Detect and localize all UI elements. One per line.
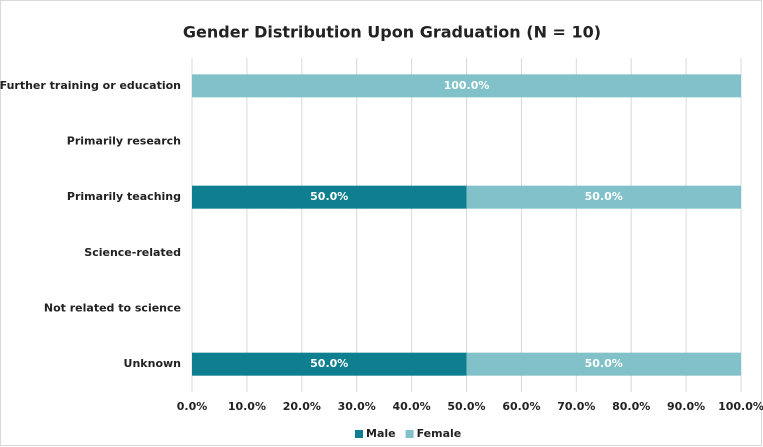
x-tick-label: 90.0% <box>667 400 705 413</box>
bar-segment <box>466 185 741 209</box>
bar-segment <box>466 352 741 376</box>
x-tick-label: 70.0% <box>557 400 595 413</box>
bar-segment <box>192 352 467 376</box>
legend-swatch <box>355 430 363 438</box>
legend-swatch <box>405 430 414 438</box>
y-tick-label: Primarily research <box>67 135 181 148</box>
x-tick-label: 0.0% <box>177 400 208 413</box>
x-tick-label: 30.0% <box>338 400 376 413</box>
x-tick-label: 100.0% <box>718 400 763 413</box>
bar-segment <box>192 74 741 98</box>
x-tick-label: 20.0% <box>283 400 321 413</box>
x-tick-label: 50.0% <box>447 400 485 413</box>
data-label: 100.0% <box>444 79 490 92</box>
data-label: 50.0% <box>310 357 348 370</box>
chart-title: Gender Distribution Upon Graduation (N =… <box>183 23 601 42</box>
y-tick-label: Science-related <box>84 246 181 259</box>
bar-segment <box>192 185 467 209</box>
legend-label: Male <box>366 427 396 440</box>
x-tick-label: 80.0% <box>612 400 650 413</box>
x-tick-label: 10.0% <box>228 400 266 413</box>
y-tick-label: Primarily teaching <box>67 190 181 203</box>
y-tick-label: Unknown <box>124 357 181 370</box>
data-label: 50.0% <box>585 357 623 370</box>
data-label: 50.0% <box>585 190 623 203</box>
y-tick-label: Not related to science <box>44 302 181 315</box>
y-tick-label: Further training or education <box>0 79 181 92</box>
x-tick-label: 40.0% <box>393 400 431 413</box>
data-label: 50.0% <box>310 190 348 203</box>
legend-label: Female <box>417 427 462 440</box>
x-tick-label: 60.0% <box>502 400 540 413</box>
